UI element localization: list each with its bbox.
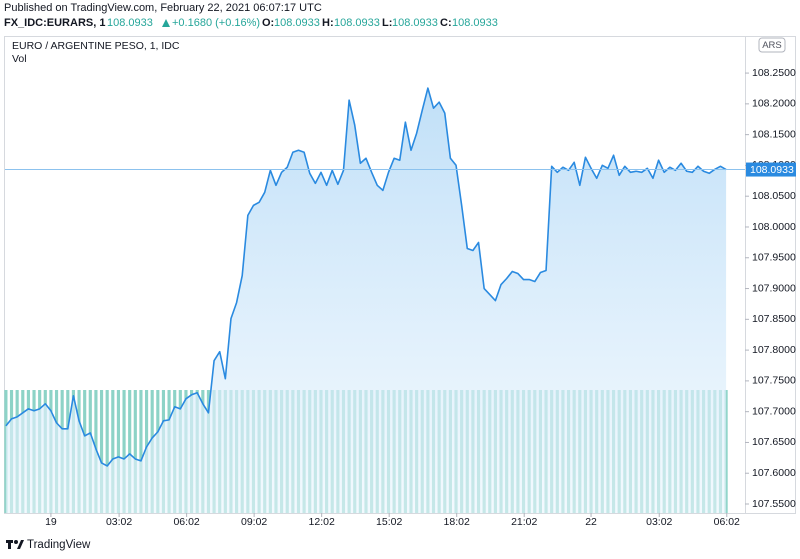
volume-bar	[4, 390, 8, 513]
ohlc-label: H:	[322, 17, 334, 29]
symbol: FX_IDC:EURARS, 1	[4, 17, 105, 29]
x-tick-label: 09:02	[241, 516, 267, 528]
x-tick-label: 03:02	[106, 516, 132, 528]
last-price-badge	[746, 162, 796, 177]
y-tick-label: 107.5500	[752, 498, 796, 510]
ohlc-value: 108.0933	[334, 17, 380, 29]
y-tick-label: 108.2500	[752, 67, 796, 79]
volume-bar	[128, 390, 132, 513]
area-fill	[5, 88, 727, 513]
volume-bar	[139, 390, 143, 513]
y-tick-label: 107.6000	[752, 467, 796, 479]
ohlc-label: L:	[382, 17, 392, 29]
y-tick-label: 107.8000	[752, 344, 796, 356]
ohlc-value: 108.0933	[274, 17, 320, 29]
y-tick-label: 107.9000	[752, 282, 796, 294]
x-tick-label: 06:02	[173, 516, 199, 528]
y-tick-label: 108.0000	[752, 221, 796, 233]
currency: ARS	[762, 40, 782, 51]
x-tick-label: 21:02	[511, 516, 537, 528]
y-tick-label: 107.7500	[752, 375, 796, 387]
volume-bar	[122, 390, 126, 513]
change: +0.1680 (+0.16%)	[172, 17, 260, 29]
y-tick-label: 108.1500	[752, 128, 796, 140]
x-tick-label: 15:02	[376, 516, 402, 528]
price-line	[5, 87, 727, 467]
volume-legend: Vol	[12, 53, 27, 65]
last-price-label: 108.0933	[750, 164, 794, 176]
volume-bar	[105, 390, 109, 513]
footer-brand: TradingView	[27, 539, 91, 551]
volume-bar	[111, 390, 115, 513]
y-tick-label: 107.6500	[752, 436, 796, 448]
volume-bar	[133, 390, 137, 513]
plot-area	[4, 87, 745, 513]
y-tick-label: 108.2000	[752, 98, 796, 110]
x-tick-label: 03:02	[646, 516, 672, 528]
footer-logo	[6, 540, 24, 549]
ohlc-label: C:	[440, 17, 452, 29]
currency-badge	[758, 37, 786, 53]
y-tick-label: 107.8500	[752, 313, 796, 325]
ohlc-value: 108.0933	[392, 17, 438, 29]
x-tick-label: 06:02	[714, 516, 740, 528]
ohlc-value: 108.0933	[452, 17, 498, 29]
x-tick-label: 12:02	[309, 516, 335, 528]
y-tick-label: 107.9500	[752, 252, 796, 264]
x-tick-label: 19	[45, 516, 57, 528]
published-note: Published on TradingView.com, February 2…	[4, 2, 322, 14]
y-tick-label: 107.7000	[752, 405, 796, 417]
y-tick-label: 108.0500	[752, 190, 796, 202]
price: 108.0933	[107, 17, 153, 29]
chart-title: EURO / ARGENTINE PESO, 1, IDC	[12, 40, 180, 52]
up-arrow	[162, 19, 170, 27]
volume-bar	[116, 390, 121, 513]
x-tick-label: 18:02	[444, 516, 470, 528]
volume-bar	[99, 390, 104, 513]
frame	[4, 36, 796, 514]
ohlc-label: O:	[262, 17, 274, 29]
x-tick-label: 22	[585, 516, 597, 528]
